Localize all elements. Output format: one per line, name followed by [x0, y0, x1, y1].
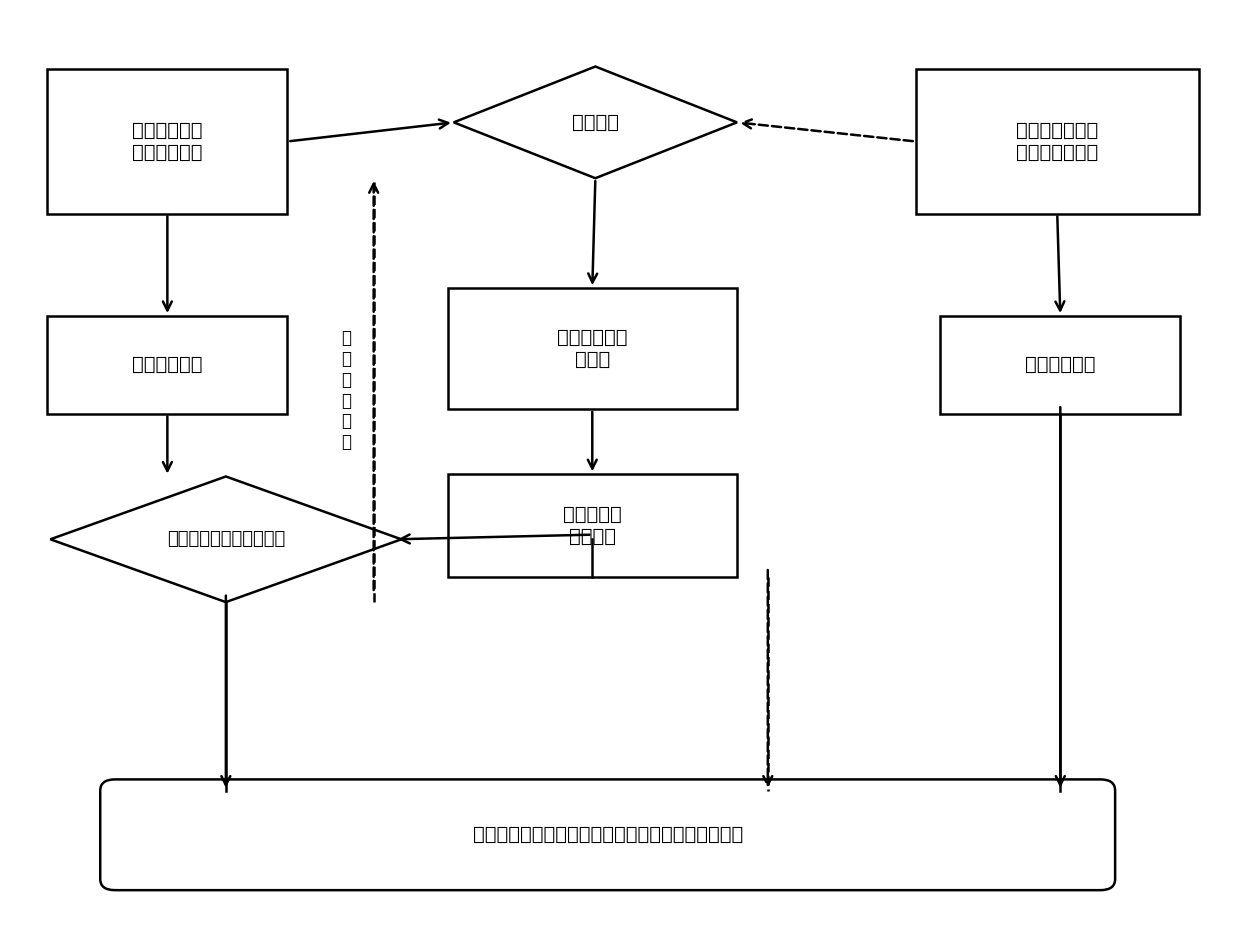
Text: 预估点的核素
活度值: 预估点的核素 活度值 [557, 328, 627, 369]
FancyBboxPatch shape [915, 69, 1199, 213]
FancyBboxPatch shape [47, 69, 288, 213]
Text: 构建预估点
分布函数: 构建预估点 分布函数 [563, 505, 621, 546]
FancyBboxPatch shape [100, 779, 1115, 890]
Polygon shape [454, 67, 737, 178]
Polygon shape [51, 476, 402, 602]
Text: 大气扩散模式模
拟的核素活度值: 大气扩散模式模 拟的核素活度值 [1016, 121, 1099, 162]
Text: 构建分布函数: 构建分布函数 [133, 355, 202, 375]
Text: 插值模型: 插值模型 [572, 113, 619, 131]
FancyBboxPatch shape [448, 474, 737, 577]
FancyBboxPatch shape [448, 288, 737, 409]
Text: 示踪实验观测
的核素活度值: 示踪实验观测 的核素活度值 [133, 121, 202, 162]
Text: 比较预估值与观测值差异: 比较预估值与观测值差异 [166, 531, 285, 548]
FancyBboxPatch shape [940, 316, 1180, 414]
FancyBboxPatch shape [47, 316, 288, 414]
Text: 构建分布函数: 构建分布函数 [1025, 355, 1096, 375]
Text: 确定气载放射性核素活度模拟值与观测值的吻合程度: 确定气载放射性核素活度模拟值与观测值的吻合程度 [472, 825, 743, 844]
Text: 调
整
模
型
参
数: 调 整 模 型 参 数 [341, 330, 352, 451]
